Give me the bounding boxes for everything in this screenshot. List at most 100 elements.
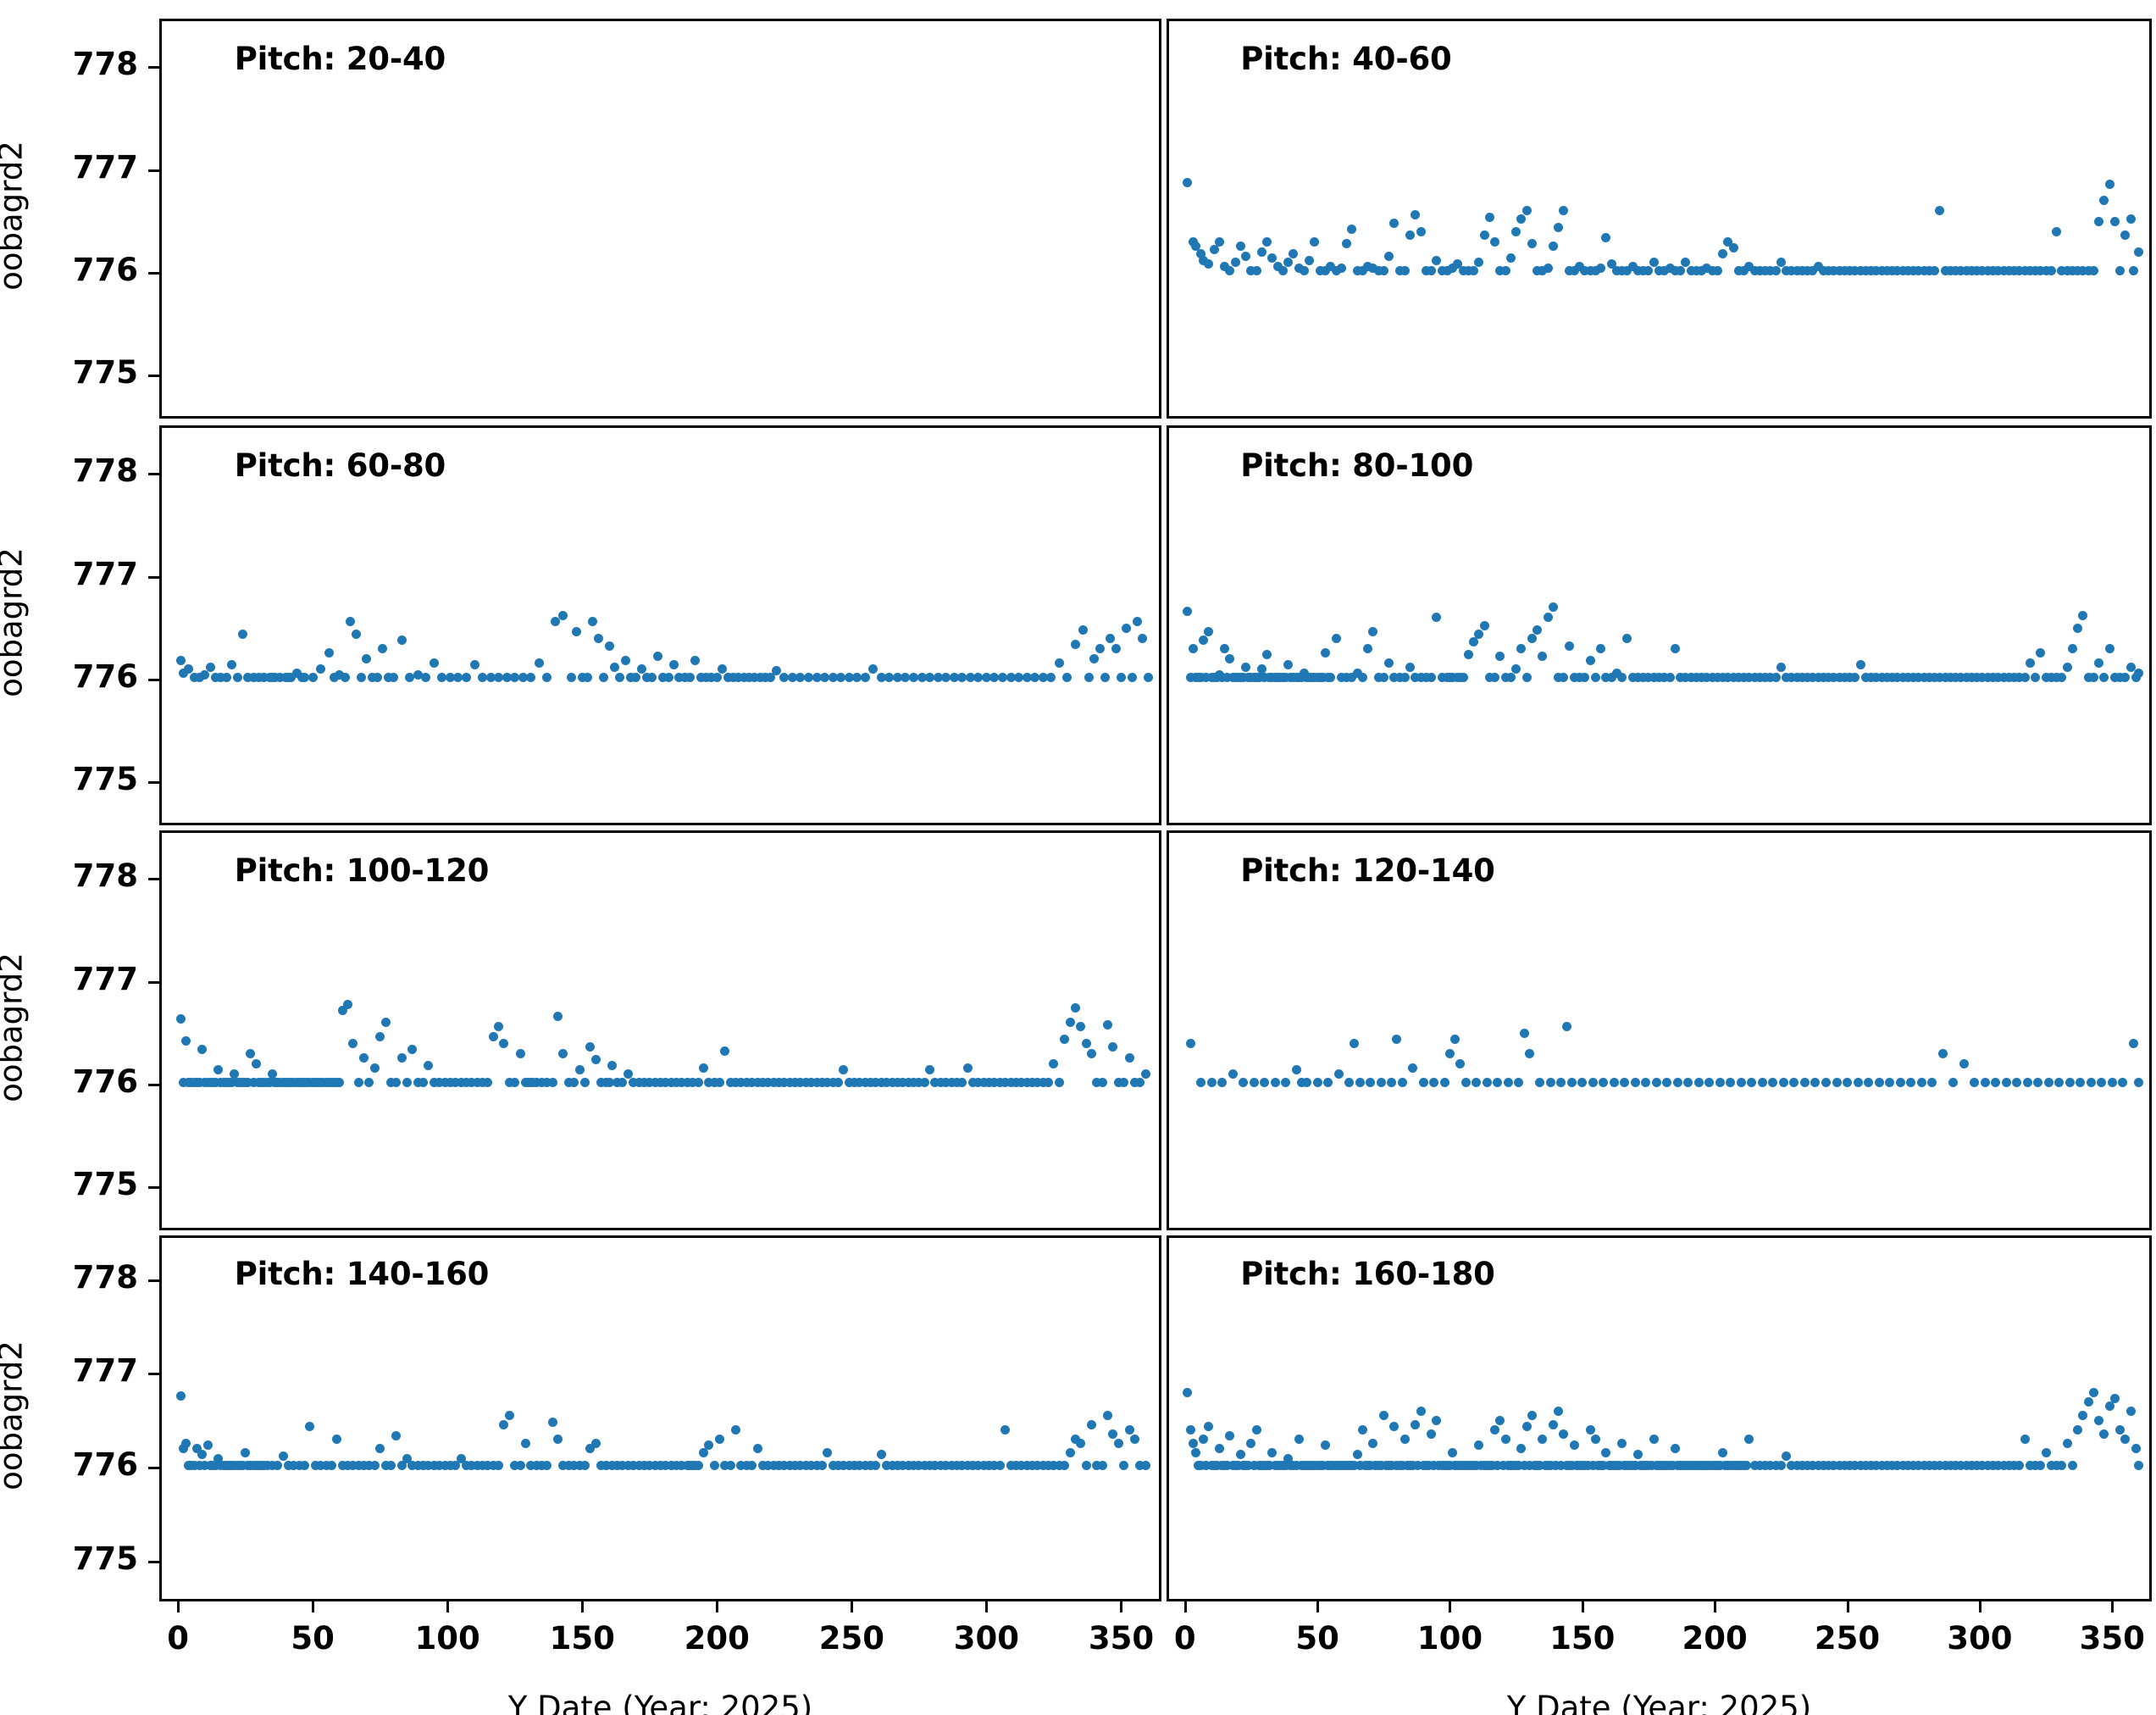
data-point	[1611, 668, 1621, 678]
data-point	[693, 1077, 703, 1087]
data-point	[1569, 265, 1579, 275]
data-point	[2041, 265, 2051, 275]
data-point	[1062, 672, 1072, 682]
data-point	[2009, 672, 2020, 682]
data-point	[1228, 1461, 1238, 1471]
data-point	[1256, 663, 1266, 674]
data-point	[887, 1077, 897, 1087]
data-point	[2057, 265, 2067, 275]
data-point	[1524, 1461, 1534, 1471]
data-point	[300, 1461, 310, 1471]
data-point	[925, 1065, 935, 1075]
data-point	[1860, 1461, 1871, 1471]
data-point	[547, 1077, 557, 1087]
data-point	[1651, 1461, 1661, 1471]
data-point	[1702, 672, 1712, 682]
data-point	[1302, 1077, 1312, 1087]
data-point	[1723, 672, 1733, 682]
data-point	[1143, 672, 1153, 682]
data-point	[1545, 1461, 1555, 1471]
data-point	[221, 672, 231, 682]
data-point	[620, 656, 630, 666]
data-point	[973, 1461, 984, 1471]
data-point	[1797, 1461, 1807, 1471]
data-point	[599, 672, 609, 682]
data-point	[1323, 1077, 1333, 1087]
data-point	[1097, 1077, 1107, 1087]
data-point	[866, 1077, 876, 1087]
data-point	[629, 1077, 639, 1087]
data-point	[668, 660, 679, 670]
data-point	[291, 668, 302, 678]
data-point	[1683, 1077, 1693, 1087]
data-point	[1378, 672, 1388, 682]
data-point	[524, 1077, 534, 1087]
data-point	[766, 672, 776, 682]
data-point	[1882, 265, 1892, 275]
data-point	[1317, 1461, 1327, 1471]
data-point	[1993, 265, 2004, 275]
data-point	[1850, 1461, 1860, 1471]
data-point	[661, 1461, 671, 1471]
data-point	[839, 1461, 849, 1471]
data-point	[1081, 1461, 1091, 1471]
data-point	[1014, 672, 1024, 682]
data-point	[385, 1077, 396, 1087]
data-point	[1580, 672, 1590, 682]
data-point	[1344, 1077, 1355, 1087]
data-point	[612, 1077, 623, 1087]
data-point	[1225, 1430, 1235, 1440]
x-tick-label: 300	[1947, 1620, 2013, 1657]
panel-title-2: Pitch: 40-60	[1240, 40, 1452, 77]
data-point	[1116, 672, 1126, 682]
data-point	[291, 1077, 302, 1087]
data-point	[773, 1461, 784, 1471]
data-point	[1972, 1461, 1982, 1471]
data-point	[1972, 672, 1982, 682]
data-point	[1239, 1461, 1249, 1471]
data-point	[1490, 1425, 1500, 1435]
data-point	[1225, 265, 1235, 275]
data-point	[254, 672, 264, 682]
data-point	[876, 1450, 886, 1460]
data-point	[2088, 1388, 2098, 1398]
data-point	[962, 1063, 973, 1073]
data-point	[1556, 1461, 1566, 1471]
data-point	[801, 1077, 811, 1087]
data-point	[925, 672, 935, 682]
data-point	[779, 1461, 790, 1471]
y-tick-label: 776	[72, 251, 138, 288]
data-point	[1484, 212, 1494, 222]
data-point	[1657, 1461, 1667, 1471]
data-point	[823, 1077, 833, 1087]
data-point	[1119, 1461, 1129, 1471]
data-point	[645, 1461, 655, 1471]
data-point	[623, 1068, 633, 1079]
data-point	[1204, 1421, 1214, 1431]
data-point	[2073, 623, 2083, 633]
data-point	[2073, 265, 2083, 275]
y-tick-mark	[148, 169, 159, 172]
data-point	[237, 629, 247, 639]
data-point	[456, 1453, 466, 1463]
data-point	[1940, 672, 1950, 682]
data-point	[1672, 1077, 1682, 1087]
data-point	[1686, 672, 1696, 682]
x-tick-label: 350	[2079, 1620, 2145, 1657]
data-point	[1771, 265, 1781, 275]
data-point	[558, 1461, 568, 1471]
x-tick-mark	[446, 1601, 450, 1612]
data-point	[1217, 1077, 1228, 1087]
data-point	[773, 1077, 784, 1087]
data-point	[2004, 1461, 2014, 1471]
data-point	[1006, 672, 1016, 682]
panel-2	[1167, 19, 2152, 419]
data-point	[184, 1077, 194, 1087]
data-point	[1199, 1435, 1209, 1445]
data-point	[1427, 1429, 1437, 1439]
data-point	[1389, 672, 1399, 682]
data-point	[1479, 230, 1489, 241]
data-point	[483, 1077, 493, 1087]
data-point	[1564, 641, 1574, 652]
data-point	[2078, 611, 2088, 620]
